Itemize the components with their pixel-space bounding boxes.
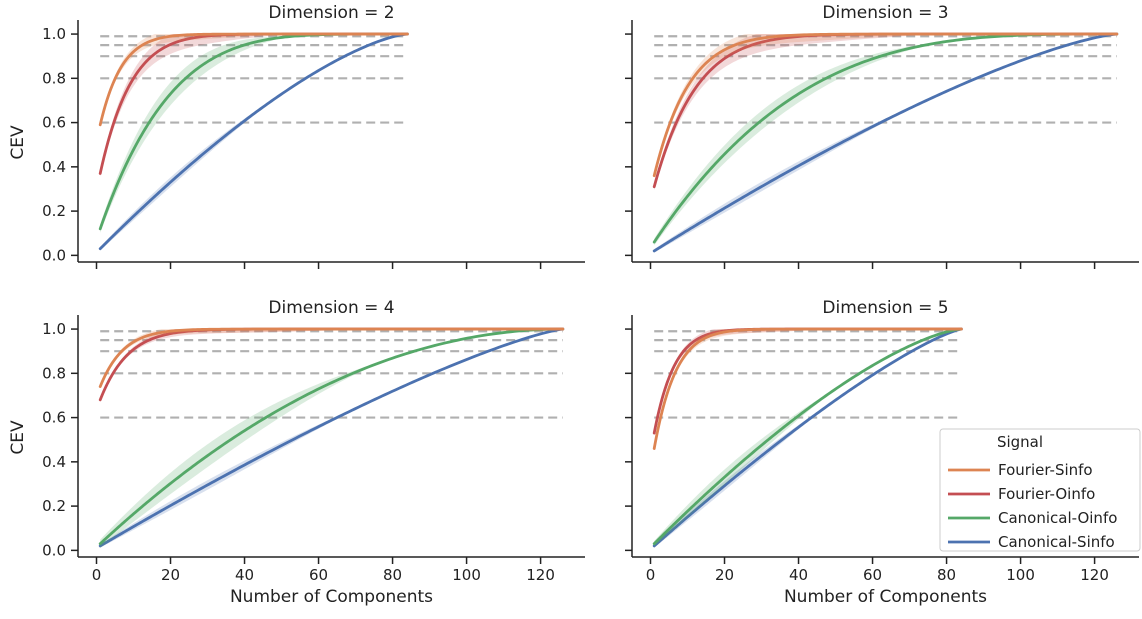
y-tick-label: 0.8 [42,364,66,382]
y-tick-label: 0.6 [42,409,66,427]
x-tick-label: 120 [1080,566,1109,584]
x-tick-label: 0 [646,566,656,584]
x-tick-label: 20 [161,566,180,584]
x-tick-label: 0 [92,566,102,584]
confidence-band [654,329,961,450]
panel-title: Dimension = 4 [268,298,394,318]
x-tick-label: 120 [526,566,555,584]
series-line [654,329,961,546]
confidence-band [100,329,563,548]
x-tick-label: 40 [789,566,808,584]
legend-title: Signal [997,433,1043,451]
panel-2: Dimension = 3 [625,3,1139,269]
y-tick-label: 0.2 [42,497,66,515]
y-tick-label: 0.4 [42,453,66,471]
x-tick-label: 40 [235,566,254,584]
y-tick-label: 0.4 [42,158,66,176]
x-tick-label: 20 [715,566,734,584]
x-axis-title: Number of Components [230,587,433,607]
y-tick-label: 0.2 [42,202,66,220]
confidence-band [654,329,961,548]
panel-title: Dimension = 2 [268,3,394,23]
y-tick-label: 0.8 [42,69,66,87]
legend-entry-label: Canonical-Sinfo [998,533,1115,551]
y-axis-title: CEV [8,125,28,160]
panel-title: Dimension = 5 [822,298,948,318]
panel-title: Dimension = 3 [822,3,948,23]
legend-entry-label: Fourier-Oinfo [998,485,1095,503]
y-tick-label: 0.0 [42,541,66,559]
series-line [100,329,563,544]
series-line [100,329,563,546]
panel-1: Dimension = 2 0.0 0.2 0.4 0.6 0.8 1.0 CEV [8,3,585,269]
x-tick-label: 60 [309,566,328,584]
confidence-band [654,329,961,546]
x-tick-label: 100 [1006,566,1035,584]
panel-3: Dimension = 4 0.0 0.2 0.4 0.6 0.8 1.0 0 20 40 60 80… [8,298,585,607]
y-tick-label: 0.0 [42,246,66,264]
legend-entry-label: Fourier-Sinfo [998,461,1093,479]
y-tick-label: 1.0 [42,25,66,43]
x-axis-title: Number of Components [784,587,987,607]
x-tick-label: 80 [937,566,956,584]
x-tick-label: 100 [452,566,481,584]
legend-entry-label: Canonical-Oinfo [998,509,1117,527]
confidence-band [100,34,407,177]
legend: Signal Fourier-Sinfo Fourier-Oinfo Canonica… [940,429,1140,551]
series-line [654,329,961,449]
series-line [100,329,563,387]
y-axis-title: CEV [8,420,28,455]
confidence-band [100,329,563,548]
x-tick-label: 80 [383,566,402,584]
y-tick-label: 1.0 [42,320,66,338]
x-tick-label: 60 [863,566,882,584]
series-line [654,329,961,544]
y-tick-label: 0.6 [42,114,66,132]
